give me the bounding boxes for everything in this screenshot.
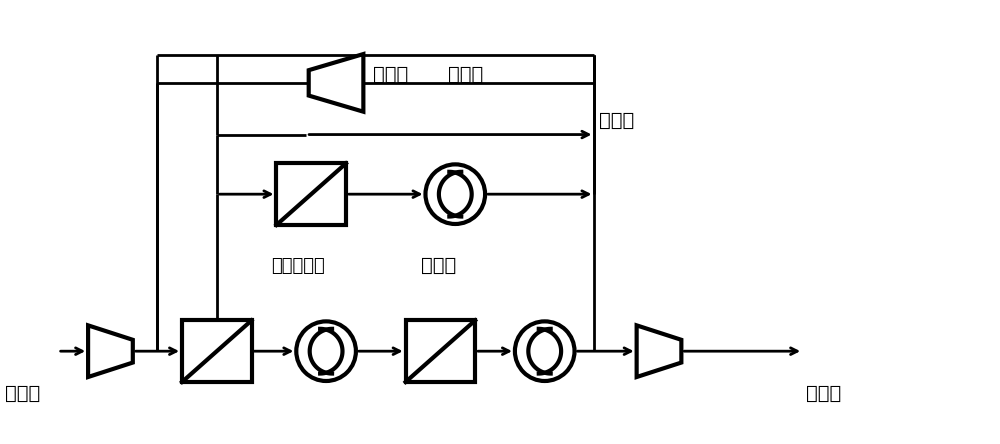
Text: 循环气: 循环气	[448, 65, 483, 84]
Bar	[182, 321, 252, 382]
Text: 二级膜分离: 二级膜分离	[271, 257, 325, 275]
Bar	[276, 163, 346, 225]
Text: 产品气: 产品气	[806, 384, 841, 403]
Text: 原料气: 原料气	[5, 384, 40, 403]
Text: 真空泵: 真空泵	[421, 256, 456, 275]
Text: 压缩机: 压缩机	[373, 65, 409, 84]
Bar	[406, 321, 475, 382]
Text: 排放气: 排放气	[599, 111, 635, 130]
